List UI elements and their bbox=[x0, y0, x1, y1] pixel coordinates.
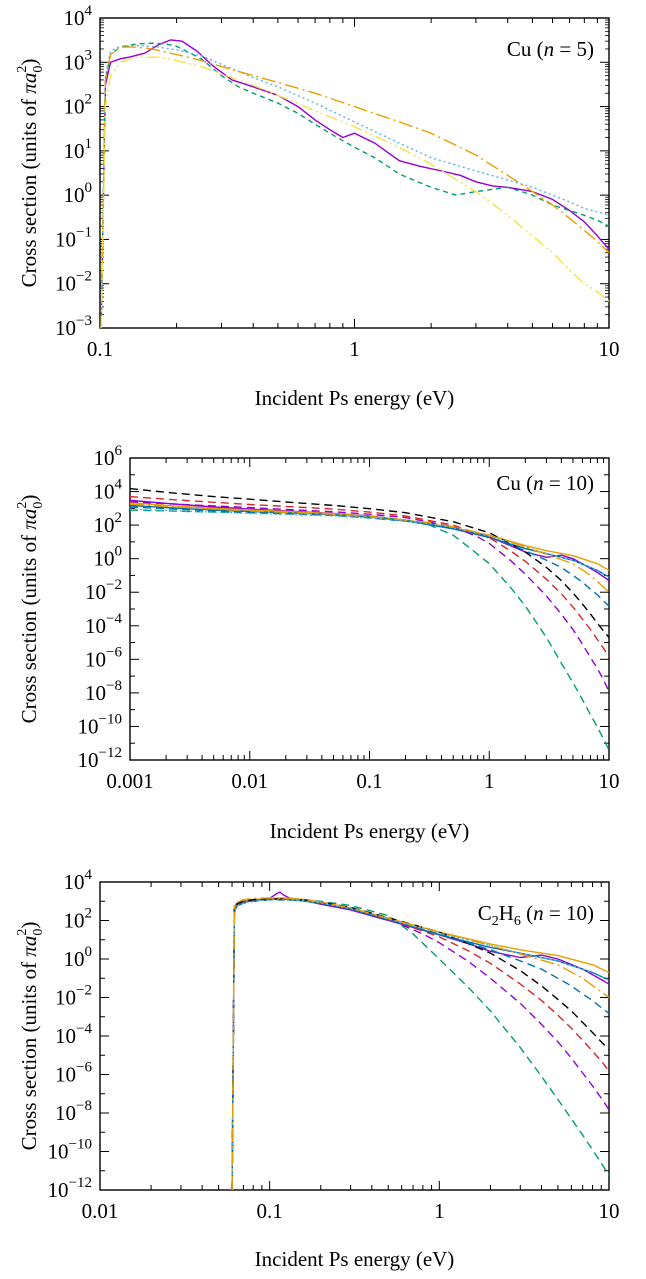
series-line-2 bbox=[231, 898, 609, 1190]
annotation: Cu (n = 5) bbox=[507, 37, 594, 61]
series-line-4 bbox=[231, 898, 609, 1190]
series-lines bbox=[100, 39, 609, 328]
x-tick-label: 0.1 bbox=[87, 337, 113, 361]
y-tick-label: 10−3 bbox=[55, 313, 92, 340]
series-line-0 bbox=[231, 891, 609, 1190]
y-tick-label: 10−12 bbox=[48, 1175, 92, 1202]
y-tick-label: 10−2 bbox=[55, 269, 92, 296]
series-line-4 bbox=[130, 501, 609, 692]
x-tick-labels: 0.001 0.01 0.1 1 10 bbox=[106, 769, 619, 793]
y-tick-label: 10−1 bbox=[55, 224, 92, 251]
plot-frame bbox=[129, 457, 610, 761]
series-line-3 bbox=[130, 509, 609, 751]
tick-marks bbox=[99, 17, 609, 329]
y-tick-labels: 106 104 102 100 10−2 10−4 10−6 10−8 10−10 10−12 bbox=[78, 443, 123, 772]
series-lines bbox=[231, 891, 609, 1190]
series-line-3 bbox=[231, 898, 609, 1190]
y-tick-label: 106 bbox=[94, 443, 123, 470]
annotation: C2H6 (n = 10) bbox=[478, 901, 594, 929]
y-tick-labels: 104 103 102 101 100 10−1 10−2 10−3 bbox=[55, 3, 92, 340]
x-tick-labels: 0.1 1 10 bbox=[87, 337, 620, 361]
x-tick-label: 10 bbox=[599, 1199, 620, 1223]
y-tick-label: 102 bbox=[64, 906, 93, 933]
y-axis-label: Cross section (units of πa02) bbox=[15, 59, 46, 288]
series-line-4 bbox=[100, 56, 609, 328]
y-tick-label: 10−12 bbox=[78, 745, 122, 772]
x-axis-label: Incident Ps energy (eV) bbox=[270, 819, 470, 843]
x-tick-label: 1 bbox=[484, 769, 495, 793]
x-tick-label: 0.001 bbox=[106, 769, 153, 793]
x-tick-label: 0.01 bbox=[231, 769, 268, 793]
series-line-7 bbox=[130, 506, 609, 607]
y-tick-label: 10−8 bbox=[55, 1098, 92, 1125]
x-tick-label: 0.1 bbox=[356, 769, 382, 793]
series-line-7 bbox=[231, 899, 609, 1190]
x-tick-labels: 0.01 0.1 1 10 bbox=[82, 1199, 620, 1223]
x-axis-label: Incident Ps energy (eV) bbox=[255, 386, 455, 410]
series-line-1 bbox=[100, 42, 609, 328]
y-tick-labels: 104 102 100 10−2 10−4 10−6 10−8 10−10 10−12 bbox=[48, 867, 93, 1202]
y-tick-label: 10−4 bbox=[55, 1021, 92, 1048]
series-lines bbox=[130, 487, 609, 751]
tick-marks bbox=[99, 881, 609, 1191]
y-tick-label: 104 bbox=[64, 3, 93, 30]
panel-cu-n10: 106 104 102 100 10−2 10−4 10−6 10−8 10−10 10−12 0… bbox=[15, 443, 620, 843]
y-tick-label: 102 bbox=[94, 510, 123, 537]
x-tick-label: 0.1 bbox=[257, 1199, 283, 1223]
y-tick-label: 103 bbox=[64, 47, 93, 74]
plot-frame bbox=[99, 881, 610, 1191]
series-line-8 bbox=[130, 508, 609, 578]
y-axis-label: Cross section (units of πa02) bbox=[15, 495, 46, 724]
y-tick-label: 10−2 bbox=[85, 577, 122, 604]
x-tick-label: 1 bbox=[434, 1199, 445, 1223]
x-tick-label: 0.01 bbox=[82, 1199, 119, 1223]
panel-c2h6-n10: 104 102 100 10−2 10−4 10−6 10−8 10−10 10−12 0.01… bbox=[15, 867, 620, 1271]
series-line-9 bbox=[231, 897, 609, 1190]
series-line-1 bbox=[231, 897, 609, 1190]
y-tick-label: 10−6 bbox=[55, 1060, 92, 1087]
x-tick-label: 1 bbox=[349, 337, 360, 361]
series-line-0 bbox=[100, 39, 609, 328]
panel-cu-n5: 104 103 102 101 100 10−1 10−2 10−3 0.1 1 10 Cu (n… bbox=[15, 3, 620, 410]
y-tick-label: 102 bbox=[64, 92, 93, 119]
y-tick-label: 104 bbox=[64, 867, 93, 894]
y-tick-label: 100 bbox=[94, 544, 123, 571]
x-tick-label: 10 bbox=[599, 769, 620, 793]
y-tick-label: 104 bbox=[94, 477, 123, 504]
tick-marks bbox=[129, 457, 609, 761]
series-line-8 bbox=[231, 899, 609, 1190]
y-tick-label: 100 bbox=[64, 180, 93, 207]
series-line-2 bbox=[100, 44, 609, 328]
y-tick-label: 10−4 bbox=[85, 611, 122, 638]
series-line-6 bbox=[231, 898, 609, 1190]
series-line-5 bbox=[130, 495, 609, 657]
y-axis-label: Cross section (units of πa02) bbox=[15, 922, 46, 1151]
series-line-5 bbox=[231, 898, 609, 1190]
y-tick-label: 10−6 bbox=[85, 644, 122, 671]
y-tick-label: 101 bbox=[64, 136, 93, 163]
annotation: Cu (n = 10) bbox=[496, 471, 594, 495]
y-tick-label: 10−10 bbox=[48, 1137, 92, 1164]
y-tick-label: 10−10 bbox=[78, 711, 122, 738]
y-tick-label: 10−2 bbox=[55, 983, 92, 1010]
x-tick-label: 10 bbox=[599, 337, 620, 361]
y-tick-label: 10−8 bbox=[85, 678, 122, 705]
y-tick-label: 100 bbox=[64, 944, 93, 971]
series-line-3 bbox=[100, 46, 609, 328]
plot-frame bbox=[99, 17, 610, 329]
series-line-9 bbox=[130, 503, 609, 593]
x-axis-label: Incident Ps energy (eV) bbox=[255, 1247, 455, 1271]
